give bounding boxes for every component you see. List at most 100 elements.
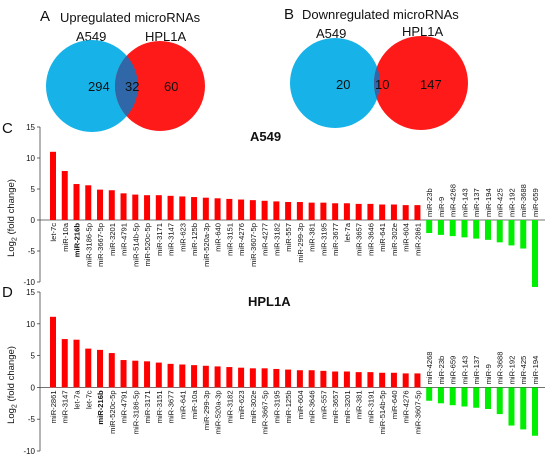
chart-d-category-label: miR-3182 — [225, 390, 234, 423]
chart-c-bar — [238, 199, 245, 220]
chart-c-y-tick-label: -10 — [23, 278, 35, 287]
chart-d-category-label: miR-3646 — [308, 390, 317, 423]
chart-c-category-label: miR-520a-3p — [202, 223, 211, 267]
chart-d-category-label: miR-3657 — [331, 390, 340, 423]
chart-d-bar — [285, 369, 292, 388]
chart-d-category-label: miR-3667-5p — [261, 390, 270, 434]
chart-d-category-label: miR-3151 — [155, 390, 164, 423]
chart-c-category-label: miR-10a — [61, 222, 70, 251]
chart-d-category-label: miR-3186-5p — [131, 390, 140, 434]
chart-d-bar — [108, 353, 115, 388]
chart-d-ylabel-main: Log — [6, 408, 17, 424]
chart-d-bar — [508, 387, 515, 426]
chart-c-bar — [202, 197, 209, 220]
chart-d-category-label: miR-641 — [178, 390, 187, 419]
chart-c-category-label: let-7a — [343, 222, 352, 242]
venn-b-left-count: 20 — [336, 77, 350, 92]
chart-d-bar — [437, 387, 444, 404]
panel-letter-c: C — [2, 120, 13, 137]
chart-d-bar — [273, 368, 280, 388]
chart-d-bar — [402, 373, 409, 388]
chart-c-category-label: miR-3667-5p — [96, 223, 105, 267]
chart-c-bar — [97, 189, 104, 220]
chart-d-category-label: miR-4791 — [120, 390, 129, 423]
chart-c-category-label: miR-3688 — [519, 184, 528, 217]
chart-c-bar — [402, 205, 409, 220]
chart-c-bar — [50, 151, 56, 220]
chart-d-bar — [426, 387, 433, 401]
chart-d-bar — [214, 366, 221, 388]
venn-b-right-circle — [374, 36, 468, 130]
venn-panel-b: B Downregulated microRNAs A549 HPL1A 20 … — [284, 6, 468, 130]
venn-a-left-label: A549 — [76, 29, 106, 44]
chart-c-bar — [355, 203, 362, 220]
chart-d-bar — [167, 363, 174, 388]
chart-c-bar — [144, 195, 151, 220]
chart-d-ylabel-sub: 2 — [12, 404, 19, 408]
chart-c-bar — [155, 195, 162, 220]
venn-a-overlap-count: 32 — [125, 79, 139, 94]
chart-c-bar — [461, 220, 468, 238]
chart-d-labels: miR-2861 miR-3147 let-7a let-7c miR-216b miR-… — [49, 351, 540, 434]
venn-panel-a: A Upregulated microRNAs A549 HPL1A 294 3… — [40, 8, 205, 132]
chart-c-bar — [249, 200, 256, 220]
chart-d-bar — [461, 387, 468, 407]
chart-c-category-label: miR-381 — [308, 223, 317, 252]
chart-d-bar — [320, 370, 327, 388]
chart-d-category-label: miR-137 — [472, 356, 481, 385]
chart-c-category-label: miR-3677 — [331, 223, 340, 256]
chart-d-bar — [296, 370, 303, 388]
chart-d-title: HPL1A — [248, 294, 291, 309]
chart-c-category-label: miR-3646 — [366, 223, 375, 256]
chart-d-bar — [332, 371, 339, 388]
chart-c-category-label: miR-4276 — [237, 223, 246, 256]
chart-c-category-label: miR-3186-5p — [84, 223, 93, 267]
chart-c-category-label: miR-3657 — [355, 223, 364, 256]
chart-c-category-label: miR-125b — [190, 223, 199, 256]
chart-d-category-label: miR-640 — [390, 390, 399, 419]
chart-d-bar — [355, 372, 362, 388]
chart-d-category-label: miR-9 — [484, 364, 493, 384]
chart-c-bar — [285, 202, 292, 220]
chart-d-category-label: miR-425 — [519, 356, 528, 385]
chart-d-y-tick-label: -10 — [23, 447, 35, 456]
chart-d-category-label: miR-2861 — [49, 390, 58, 423]
chart-d-bar — [379, 372, 386, 388]
venn-a-right-label: HPL1A — [145, 29, 187, 44]
chart-c-bar — [496, 220, 503, 243]
chart-c-bar — [308, 202, 315, 220]
chart-d-bar — [85, 348, 92, 388]
chart-d-category-label: miR-381 — [355, 390, 364, 419]
chart-d-category-label: miR-194 — [531, 356, 540, 385]
chart-d-bar — [155, 362, 162, 388]
chart-c-bar — [261, 200, 268, 220]
bar-chart-c: C A549 Log2 (fold change) -10 -5 0 5 10 15 le… — [2, 120, 545, 287]
chart-c-bar — [73, 184, 80, 220]
chart-d-ylabel: Log2 (fold change) — [6, 346, 19, 424]
chart-c-bar — [390, 204, 397, 220]
chart-d-category-label: miR-4276 — [402, 390, 411, 423]
chart-d-category-label: miR-3677 — [167, 390, 176, 423]
chart-d-category-label: miR-299-3p — [202, 390, 211, 430]
chart-c-bar — [167, 195, 174, 220]
chart-d-bar — [484, 387, 491, 410]
chart-c-category-label: miR-4791 — [120, 223, 129, 256]
chart-d-bar — [520, 387, 527, 430]
chart-c-bar — [226, 198, 233, 220]
chart-d-category-label: miR-3607-5p — [413, 390, 422, 434]
chart-c-y-tick-label: 15 — [26, 123, 35, 132]
chart-c-category-label: miR-641 — [378, 223, 387, 252]
chart-d-category-label: let-7c — [84, 390, 93, 409]
venn-b-right-label: HPL1A — [402, 24, 444, 39]
chart-d-bar — [449, 387, 456, 406]
chart-c-bar — [179, 196, 186, 220]
chart-c-bar — [367, 203, 374, 220]
chart-c-bar — [473, 220, 480, 239]
chart-d-bar — [308, 370, 315, 388]
venn-b-left-circle — [290, 38, 380, 128]
chart-d-bar — [238, 367, 245, 388]
chart-c-bar — [191, 197, 198, 220]
chart-c-bar — [320, 202, 327, 220]
chart-c-y-tick-label: 5 — [31, 185, 36, 194]
chart-c-category-label: miR-425 — [496, 188, 505, 217]
